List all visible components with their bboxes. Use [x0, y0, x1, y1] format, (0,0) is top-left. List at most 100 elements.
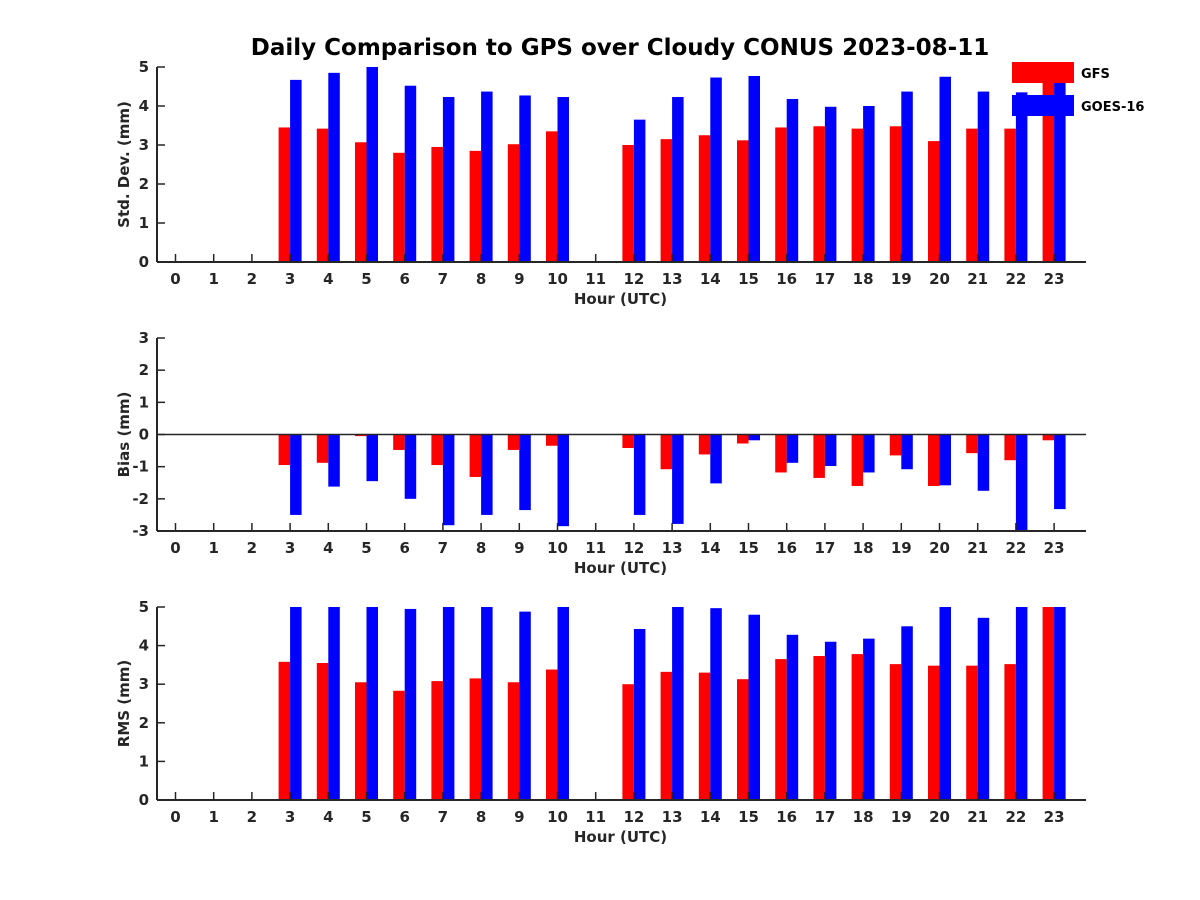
- bar-gfs-hour-4: [316, 662, 329, 800]
- bar-goes16-hour-10: [557, 607, 569, 800]
- x-tick-label: 22: [1005, 539, 1026, 557]
- bar-goes16-hour-23: [1054, 434, 1066, 510]
- x-tick-label: 11: [585, 808, 606, 826]
- bar-gfs-hour-16: [775, 434, 787, 473]
- x-tick-label: 0: [170, 808, 180, 826]
- bar-goes16-hour-15: [748, 75, 760, 262]
- bar-goes16-hour-12: [633, 119, 646, 263]
- bar-goes16-hour-20: [939, 607, 951, 800]
- x-tick-label: 13: [662, 539, 683, 557]
- bar-gfs-hour-18: [851, 434, 864, 486]
- x-tick-label: 17: [814, 270, 835, 288]
- x-tick-label: 12: [623, 270, 644, 288]
- y-tick-label: -1: [132, 458, 149, 476]
- bar-gfs-hour-4: [316, 434, 329, 463]
- bar-gfs-hour-7: [431, 434, 443, 466]
- bar-goes16-hour-19: [901, 434, 913, 470]
- bar-gfs-hour-9: [507, 682, 520, 800]
- bar-gfs-hour-8: [469, 678, 482, 800]
- bar-gfs-hour-10: [546, 669, 558, 800]
- chart-title: Daily Comparison to GPS over Cloudy CONU…: [251, 35, 989, 61]
- x-tick-label: 1: [208, 808, 218, 826]
- bar-gfs-hour-19: [889, 434, 902, 456]
- y-tick-label: 3: [139, 136, 149, 154]
- bar-goes16-hour-21: [977, 617, 990, 800]
- x-tick-label: 8: [476, 270, 486, 288]
- x-tick-label: 23: [1044, 270, 1065, 288]
- bar-goes16-hour-3: [290, 434, 302, 515]
- x-tick-label: 7: [438, 808, 448, 826]
- x-tick-label: 15: [738, 539, 759, 557]
- y-axis-label: Std. Dev. (mm): [115, 101, 133, 228]
- bar-gfs-hour-18: [851, 128, 864, 262]
- y-tick-label: 3: [139, 329, 149, 347]
- bar-goes16-hour-6: [404, 608, 417, 800]
- x-tick-label: 23: [1044, 808, 1065, 826]
- bar-gfs-hour-3: [278, 127, 291, 262]
- legend-label-gfs: GFS: [1081, 67, 1110, 82]
- bar-gfs-hour-22: [1004, 434, 1016, 461]
- bar-gfs-hour-23: [1042, 607, 1055, 800]
- x-tick-label: 5: [361, 808, 371, 826]
- y-tick-label: 5: [139, 598, 149, 616]
- x-axis-label: Hour (UTC): [574, 559, 667, 577]
- x-tick-label: 11: [585, 539, 606, 557]
- x-tick-label: 22: [1005, 808, 1026, 826]
- bar-goes16-hour-9: [519, 434, 531, 511]
- x-tick-label: 14: [700, 539, 721, 557]
- y-tick-label: 4: [139, 97, 149, 115]
- bar-gfs-hour-9: [507, 144, 520, 262]
- bar-gfs-hour-4: [316, 128, 329, 262]
- bar-goes16-hour-18: [863, 106, 875, 262]
- y-tick-label: 1: [139, 214, 149, 232]
- bar-gfs-hour-6: [393, 434, 405, 450]
- y-tick-label: 0: [139, 426, 149, 444]
- x-tick-label: 21: [967, 270, 988, 288]
- bar-goes16-hour-10: [557, 434, 569, 527]
- x-tick-label: 10: [547, 808, 568, 826]
- legend-label-goes16: GOES-16: [1081, 100, 1144, 115]
- bar-gfs-hour-23: [1042, 434, 1055, 441]
- x-tick-label: 12: [623, 808, 644, 826]
- x-tick-label: 4: [323, 539, 333, 557]
- x-tick-label: 9: [514, 270, 524, 288]
- bar-goes16-hour-12: [633, 434, 646, 515]
- bar-gfs-hour-19: [889, 664, 902, 800]
- bar-gfs-hour-5: [355, 142, 367, 262]
- bar-gfs-hour-15: [737, 434, 749, 444]
- bar-goes16-hour-13: [672, 607, 684, 800]
- bar-gfs-hour-3: [278, 661, 291, 800]
- bar-gfs-hour-17: [813, 434, 825, 478]
- x-tick-label: 11: [585, 270, 606, 288]
- x-tick-label: 7: [438, 539, 448, 557]
- x-tick-label: 10: [547, 270, 568, 288]
- bar-gfs-hour-9: [507, 434, 520, 450]
- x-tick-label: 13: [662, 270, 683, 288]
- y-tick-label: -2: [132, 490, 149, 508]
- bar-gfs-hour-16: [775, 659, 787, 800]
- bar-gfs-hour-14: [698, 672, 711, 800]
- bar-gfs-hour-17: [813, 126, 825, 262]
- bar-goes16-hour-9: [519, 611, 531, 800]
- bar-gfs-hour-6: [393, 690, 405, 800]
- bar-goes16-hour-8: [481, 434, 493, 515]
- y-tick-label: 2: [139, 714, 149, 732]
- x-axis-label: Hour (UTC): [574, 290, 667, 308]
- legend-swatch-goes16: [1012, 95, 1074, 116]
- bar-gfs-hour-18: [851, 654, 864, 800]
- bar-gfs-hour-13: [660, 671, 673, 800]
- bar-goes16-hour-20: [939, 434, 951, 486]
- x-tick-label: 7: [438, 270, 448, 288]
- bar-gfs-hour-7: [431, 681, 443, 800]
- x-tick-label: 16: [776, 539, 797, 557]
- x-tick-label: 19: [891, 539, 912, 557]
- bar-gfs-hour-23: [1042, 67, 1055, 262]
- bar-goes16-hour-21: [977, 91, 990, 262]
- bar-gfs-hour-15: [737, 679, 749, 800]
- x-tick-label: 14: [700, 808, 721, 826]
- bar-goes16-hour-19: [901, 91, 913, 262]
- x-tick-label: 6: [399, 539, 409, 557]
- y-tick-label: 5: [139, 58, 149, 76]
